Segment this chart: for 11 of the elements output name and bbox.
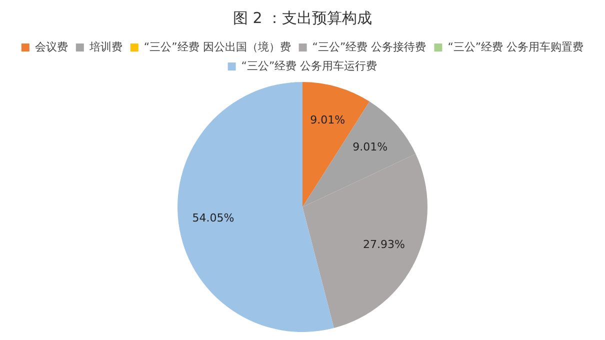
legend-label: “三公”经费 公务用车运行费 (241, 59, 378, 72)
data-label: 9.01% (310, 113, 346, 126)
chart-title: 图 2 ：支出预算构成 (232, 8, 372, 27)
legend-label: 培训费 (88, 40, 122, 54)
legend-label: “三公”经费 因公出国（境）费 (144, 40, 291, 54)
data-label: 54.05% (192, 211, 234, 224)
legend-label: “三公”经费 公务用车购置费 (448, 40, 584, 54)
legend-label: “三公”经费 公务接待费 (312, 40, 426, 54)
data-label: 9.01% (352, 140, 388, 154)
legend-label: 会议费 (34, 40, 68, 54)
data-label: 27.93% (362, 238, 405, 252)
